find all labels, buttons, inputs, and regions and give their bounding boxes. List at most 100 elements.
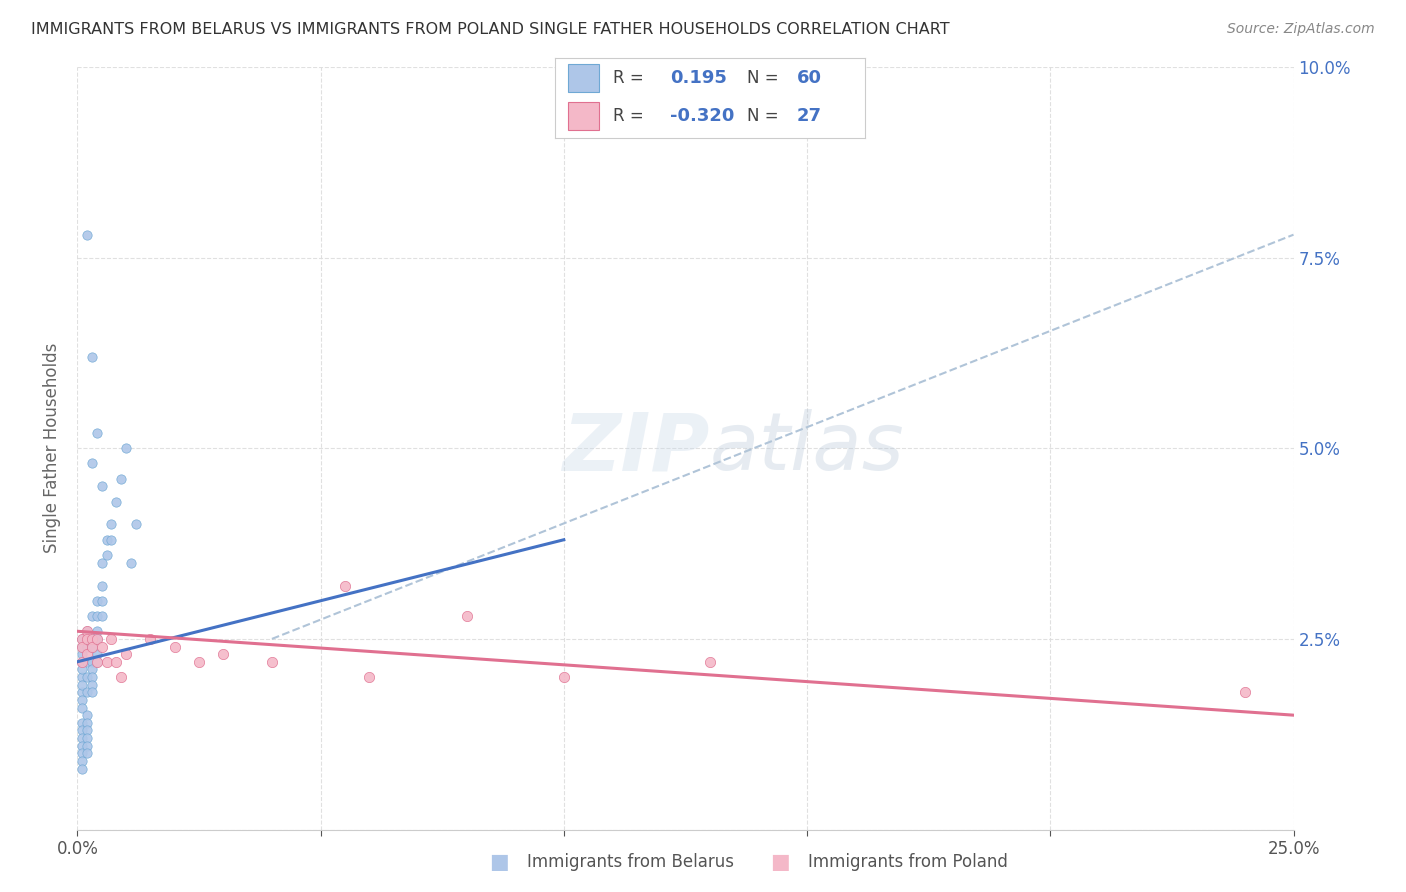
Point [76,685,98,699]
Point [80,640,103,654]
Point [110,670,132,684]
Point [76,655,98,669]
Point [456,609,478,624]
Point [553,670,575,684]
Point [80,678,103,692]
Point [1233,685,1256,699]
Point [70,693,93,707]
Point [76,670,98,684]
Point [76,708,98,723]
Text: 0.195: 0.195 [669,69,727,87]
Point [80,632,103,646]
Point [70,647,93,661]
Point [105,655,128,669]
Text: ■: ■ [770,852,790,871]
Point [76,632,98,646]
Point [76,715,98,730]
Text: -0.320: -0.320 [669,107,734,125]
Point [80,655,103,669]
Point [96,533,118,547]
FancyBboxPatch shape [568,63,599,92]
Point [70,700,93,714]
Point [100,632,122,646]
Point [76,739,98,753]
Point [80,457,103,471]
Point [80,609,103,624]
Text: Immigrants from Belarus: Immigrants from Belarus [527,853,734,871]
Point [110,472,132,486]
Text: R =: R = [613,107,644,125]
Point [86,655,108,669]
Point [90,640,112,654]
Text: 60: 60 [797,69,821,87]
Point [70,632,93,646]
Point [70,632,93,646]
Point [80,662,103,676]
Text: 27: 27 [797,107,821,125]
Point [86,609,108,624]
Point [70,640,93,654]
Text: atlas: atlas [710,409,904,487]
Point [86,655,108,669]
Point [260,655,283,669]
Point [90,609,112,624]
Point [120,556,142,570]
Point [86,647,108,661]
Point [115,647,138,661]
Point [80,685,103,699]
Text: ■: ■ [489,852,509,871]
Point [70,746,93,760]
Point [80,670,103,684]
Point [96,548,118,562]
Point [96,655,118,669]
Text: R =: R = [613,69,644,87]
Text: N =: N = [747,69,779,87]
Point [76,723,98,738]
Point [100,517,122,532]
Y-axis label: Single Father Households: Single Father Households [44,343,62,553]
Text: ZIP: ZIP [562,409,710,487]
Point [76,624,98,639]
Point [70,662,93,676]
Point [80,350,103,364]
Point [105,494,128,508]
Point [70,685,93,699]
Point [76,746,98,760]
Point [90,556,112,570]
Point [80,632,103,646]
Point [70,655,93,669]
Point [90,479,112,493]
Point [70,762,93,776]
Point [70,739,93,753]
Point [70,715,93,730]
Point [70,640,93,654]
Point [333,578,356,592]
Point [86,632,108,646]
Point [125,517,148,532]
Point [70,731,93,745]
Text: Immigrants from Poland: Immigrants from Poland [808,853,1008,871]
Point [86,594,108,608]
Point [80,640,103,654]
Point [76,227,98,242]
FancyBboxPatch shape [568,103,599,130]
Point [139,632,162,646]
Text: Source: ZipAtlas.com: Source: ZipAtlas.com [1227,22,1375,37]
Point [86,624,108,639]
Point [699,655,721,669]
Point [188,655,211,669]
Point [76,647,98,661]
Point [359,670,381,684]
Point [100,533,122,547]
Point [212,647,235,661]
Point [70,723,93,738]
Point [70,670,93,684]
Text: N =: N = [747,107,779,125]
Text: IMMIGRANTS FROM BELARUS VS IMMIGRANTS FROM POLAND SINGLE FATHER HOUSEHOLDS CORRE: IMMIGRANTS FROM BELARUS VS IMMIGRANTS FR… [31,22,949,37]
Point [163,640,186,654]
Point [70,754,93,768]
Point [115,441,138,455]
Point [86,632,108,646]
Point [76,640,98,654]
Point [76,624,98,639]
